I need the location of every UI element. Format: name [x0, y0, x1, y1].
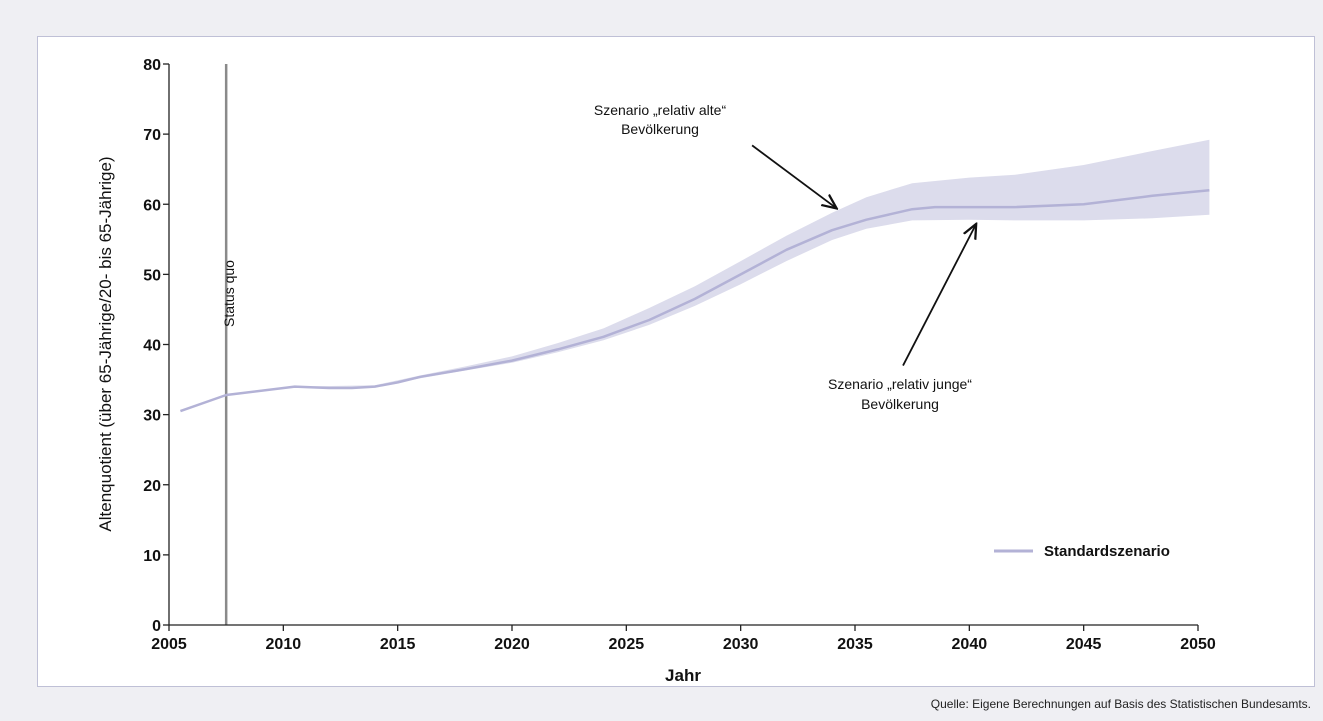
y-tick-label: 50: [143, 267, 161, 284]
x-tick-label: 2045: [1066, 636, 1102, 653]
y-tick-label: 30: [143, 408, 161, 425]
annotation-arrow-0: [751, 144, 837, 208]
source-note: Quelle: Eigene Berechnungen auf Basis de…: [930, 697, 1311, 711]
annotation-lower-line1: Szenario „relativ junge“: [828, 376, 972, 392]
x-tick-label: 2040: [952, 636, 988, 653]
y-axis-title: Altenquotient (über 65-Jährige/20- bis 6…: [96, 156, 115, 531]
legend-label-standardszenario: Standardszenario: [1044, 543, 1170, 560]
x-axis-title: Jahr: [665, 666, 701, 685]
y-tick-label: 0: [152, 618, 161, 635]
x-tick-label: 2005: [151, 636, 187, 653]
y-tick-label: 10: [143, 548, 161, 565]
x-tick-label: 2020: [494, 636, 530, 653]
series-line-0: [179, 188, 1210, 413]
annotation-lower-line2: Bevölkerung: [861, 396, 939, 412]
chart-svg: 2005 2010 2015 2020 2025 2030 2035 2040 2045 2050…: [96, 57, 1216, 685]
annotation-status-quo: Status quo: [221, 260, 237, 327]
x-tick-label: 2010: [266, 636, 302, 653]
y-tick-label: 70: [143, 127, 161, 144]
x-tick-label: 2035: [837, 636, 873, 653]
x-tick-label: 2015: [380, 636, 416, 653]
y-tick-label: 60: [143, 197, 161, 214]
scenario-band: [180, 139, 1210, 412]
x-tick-label: 2025: [609, 636, 645, 653]
y-tick-label: 40: [143, 338, 161, 355]
annotation-upper-line1: Szenario „relativ alte“: [594, 102, 727, 118]
annotation-arrow-1: [902, 224, 976, 366]
annotation-upper-line2: Bevölkerung: [621, 121, 699, 137]
x-tick-label: 2030: [723, 636, 759, 653]
y-tick-label: 80: [143, 57, 161, 74]
chart-panel: 2005 2010 2015 2020 2025 2030 2035 2040 2045 2050…: [37, 36, 1315, 687]
y-tick-label: 20: [143, 478, 161, 495]
x-tick-label: 2050: [1180, 636, 1216, 653]
